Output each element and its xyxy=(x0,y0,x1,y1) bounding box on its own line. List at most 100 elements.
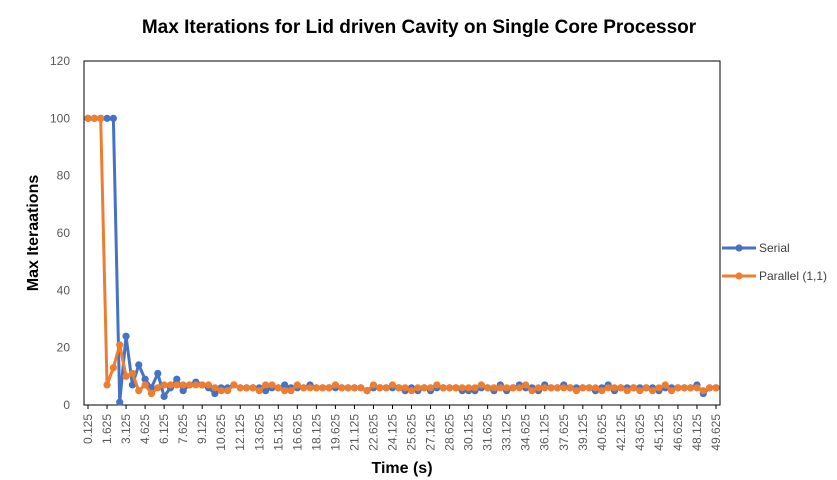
x-tick-label: 45.125 xyxy=(652,414,666,451)
data-point xyxy=(128,381,137,389)
data-point xyxy=(382,384,390,392)
data-point xyxy=(655,384,663,392)
data-point xyxy=(350,384,359,392)
data-point xyxy=(173,381,181,389)
y-tick-label: 120 xyxy=(50,54,70,68)
legend-swatch-marker xyxy=(735,244,743,252)
data-point xyxy=(465,384,473,392)
x-tick-label: 12.125 xyxy=(233,414,247,451)
data-point xyxy=(255,387,263,395)
data-point xyxy=(598,387,606,395)
data-point xyxy=(369,381,378,389)
data-point xyxy=(179,381,187,389)
x-tick-label: 40.625 xyxy=(595,414,609,451)
x-tick-label: 7.625 xyxy=(176,414,190,444)
data-point xyxy=(452,384,460,392)
data-point xyxy=(477,381,485,389)
data-point xyxy=(420,384,428,392)
data-point xyxy=(585,384,593,392)
data-point xyxy=(90,114,98,122)
x-tick-label: 22.625 xyxy=(366,414,380,451)
data-point xyxy=(623,387,631,395)
data-point xyxy=(471,384,479,392)
data-point xyxy=(242,384,251,392)
plot-area-border xyxy=(83,60,721,406)
x-tick-label: 21.125 xyxy=(347,414,361,451)
data-point xyxy=(192,381,200,389)
data-point xyxy=(109,364,117,372)
data-point xyxy=(458,384,466,392)
data-point xyxy=(84,114,92,122)
data-point xyxy=(230,381,238,389)
data-point xyxy=(636,387,644,395)
x-tick-label: 33.125 xyxy=(500,414,514,451)
data-point xyxy=(109,114,117,122)
data-point xyxy=(509,384,517,392)
data-point xyxy=(306,384,314,392)
data-point xyxy=(566,384,574,392)
data-point xyxy=(198,381,206,389)
x-tick-label: 13.625 xyxy=(252,414,266,451)
x-tick-label: 0.125 xyxy=(81,414,95,444)
x-tick-label: 30.125 xyxy=(462,414,476,451)
data-point xyxy=(135,387,143,395)
data-point xyxy=(357,384,365,392)
x-tick-label: 9.125 xyxy=(195,414,209,444)
data-point xyxy=(300,384,308,392)
data-point xyxy=(166,381,175,389)
data-point xyxy=(141,375,149,383)
data-point xyxy=(706,384,714,392)
data-point xyxy=(274,384,282,392)
data-point xyxy=(522,381,530,389)
data-point xyxy=(572,387,581,395)
data-point xyxy=(338,384,346,392)
data-point xyxy=(204,381,213,389)
data-point xyxy=(426,384,435,392)
x-tick-label: 15.125 xyxy=(271,414,285,451)
data-point xyxy=(160,381,168,389)
data-point xyxy=(680,384,688,392)
data-point xyxy=(185,381,194,389)
data-point xyxy=(693,384,701,392)
chart-title: Max Iterations for Lid driven Cavity on … xyxy=(142,17,697,38)
data-point xyxy=(268,381,276,389)
data-point xyxy=(629,384,638,392)
data-point xyxy=(648,387,657,395)
data-point xyxy=(154,384,162,392)
data-point xyxy=(407,387,416,395)
y-axis: 0 20 40 60 80 100 120 xyxy=(50,54,70,412)
y-tick-label: 40 xyxy=(57,283,71,297)
data-point xyxy=(674,384,682,392)
x-tick-label: 4.625 xyxy=(138,414,152,444)
legend-label: Parallel (1,1) xyxy=(759,269,827,283)
data-point xyxy=(331,381,339,389)
data-point xyxy=(401,384,409,392)
data-point xyxy=(439,384,447,392)
data-point xyxy=(617,384,625,392)
x-tick-label: 16.625 xyxy=(290,414,304,451)
data-point xyxy=(147,389,156,398)
data-point xyxy=(376,384,384,392)
data-point xyxy=(179,387,187,395)
data-point xyxy=(116,398,124,406)
series-line xyxy=(88,116,716,396)
data-point xyxy=(103,381,111,389)
data-point xyxy=(515,384,523,392)
data-point xyxy=(661,381,669,389)
x-tick-label: 10.625 xyxy=(214,414,228,451)
data-point xyxy=(217,387,225,395)
data-point xyxy=(433,381,441,389)
data-point xyxy=(534,384,542,392)
data-point xyxy=(293,381,301,389)
x-tick-label: 46.625 xyxy=(671,414,685,451)
y-tick-label: 80 xyxy=(57,169,71,183)
legend-label: Serial xyxy=(759,241,790,255)
x-tick-label: 3.125 xyxy=(119,414,133,444)
x-tick-label: 43.625 xyxy=(633,414,647,451)
data-point xyxy=(445,384,454,392)
data-point xyxy=(262,381,270,389)
y-axis-title: Max Iteraations xyxy=(25,175,42,292)
x-tick-label: 28.625 xyxy=(443,414,457,451)
legend-item: Serial xyxy=(722,241,790,255)
